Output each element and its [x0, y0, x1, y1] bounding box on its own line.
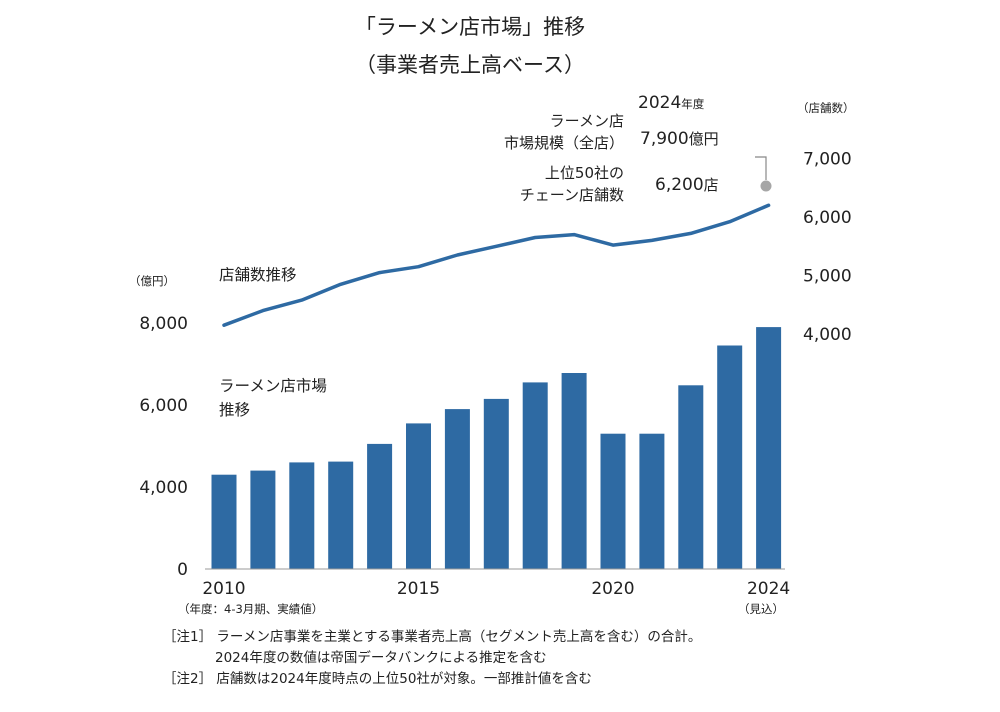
left-tick-label: 8,000: [139, 314, 188, 334]
x-tick-label: 2010: [202, 579, 245, 599]
annotation-year: 2024年度: [638, 93, 705, 113]
annotation-store-value-number: 6,200: [655, 175, 704, 195]
market-size-series-label-line-2: 推移: [219, 401, 250, 419]
market-size-bar: [406, 423, 431, 569]
x-tick-label: 2020: [591, 579, 634, 599]
market-size-bar: [678, 385, 704, 569]
annotation-store-label-line-2: チェーン店舗数: [520, 186, 624, 204]
left-axis-unit: （億円）: [129, 274, 175, 288]
annotation-market-label-line-2: 市場規模（全店）: [504, 134, 624, 152]
market-size-bar: [522, 382, 548, 569]
annotation-year-number: 2024: [638, 93, 681, 113]
left-tick-label: 6,000: [139, 396, 188, 416]
market-size-bar: [328, 461, 354, 569]
annotation-market-value: 7,900億円: [640, 129, 719, 149]
x-axis-estimate-label: （見込）: [738, 602, 784, 616]
market-size-bar: [483, 398, 509, 569]
annotation-store-value-unit: 店: [704, 176, 719, 194]
annotation-store-value: 6,200店: [655, 175, 719, 195]
note-1-line-2: 2024年度の数値は帝国データバンクによる推定を含む: [215, 649, 547, 666]
annotation-market-label-line-1: ラーメン店: [550, 112, 624, 130]
market-size-series-label-line-1: ラーメン店市場: [219, 377, 327, 395]
right-axis-ticks: 4,000 5,000 6,000 7,000: [803, 150, 852, 346]
market-size-bar: [639, 433, 665, 569]
market-size-bar: [717, 345, 743, 569]
market-size-bar: [289, 462, 315, 569]
note-2: ［注2］ 店舗数は2024年度時点の上位50社が対象。一部推計値を含む: [163, 671, 592, 687]
store-count-line: [222, 203, 771, 327]
left-axis-ticks: 0 4,000 6,000 8,000: [139, 314, 188, 580]
market-size-bar: [756, 327, 782, 569]
market-size-bars: [211, 327, 782, 569]
market-size-bar: [367, 443, 393, 569]
x-axis-sub-label: （年度：4-3月期、実績値）: [178, 602, 323, 616]
x-tick-label: 2024: [747, 579, 790, 599]
chart-title-line-2: （事業者売上高ベース）: [355, 53, 585, 77]
x-tick-label: 2015: [397, 579, 440, 599]
left-tick-label: 0: [177, 560, 188, 580]
annotation-market-value-unit: 億円: [689, 130, 719, 148]
right-tick-label: 7,000: [803, 150, 852, 170]
right-tick-label: 5,000: [803, 267, 852, 287]
left-tick-label: 4,000: [139, 478, 188, 498]
annotation-marker-dot: [760, 180, 772, 192]
market-size-bar: [250, 470, 276, 569]
right-tick-label: 4,000: [803, 325, 852, 345]
annotation-year-suffix: 年度: [681, 97, 704, 111]
annotation-leader-line: [755, 156, 767, 180]
right-axis-unit: （店舗数）: [797, 101, 855, 115]
note-1-line-1: ［注1］ ラーメン店事業を主業とする事業者売上高（セグメント売上高を含む）の合計…: [163, 628, 701, 645]
annotation-store-label-line-1: 上位50社の: [545, 164, 624, 182]
store-count-line-group: [222, 203, 771, 327]
chart-title-line-1: 「ラーメン店市場」推移: [355, 15, 585, 39]
right-tick-label: 6,000: [803, 208, 852, 228]
annotation-market-value-number: 7,900: [640, 129, 689, 149]
x-axis-ticks: 2010 2015 2020 2024: [202, 579, 790, 599]
market-size-bar: [561, 373, 587, 569]
market-size-bar: [600, 433, 626, 569]
market-size-bar: [211, 474, 237, 569]
market-size-bar: [444, 409, 470, 569]
store-count-series-label: 店舗数推移: [219, 266, 297, 284]
